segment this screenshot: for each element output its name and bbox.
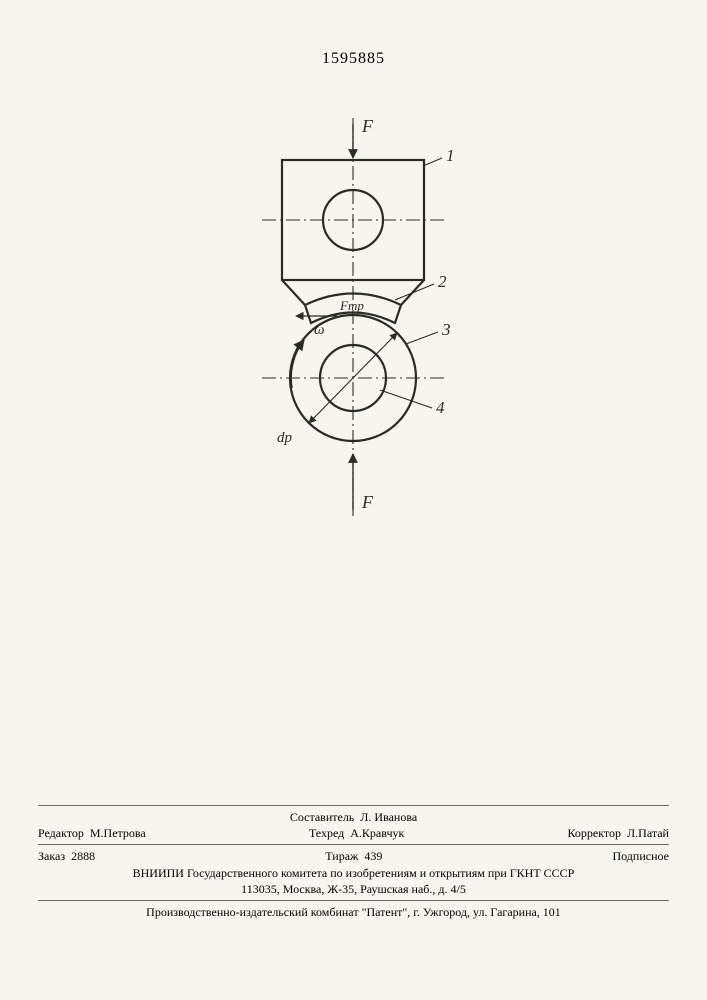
label-force-bottom: F [361,492,374,512]
org-line-2: 113035, Москва, Ж-35, Раушская наб., д. … [38,881,669,897]
editor-name: М.Петрова [90,826,146,840]
editor-label: Редактор [38,826,84,840]
printer-line: Производственно-издательский комбинат "П… [38,904,669,920]
order-no: 2888 [71,849,95,863]
order-label: Заказ [38,849,65,863]
label-force-top: F [361,116,374,136]
corrector-name: Л.Патай [627,826,669,840]
label-omega: ω [314,322,325,338]
label-ftr: Fтр [339,298,364,313]
diagram: F Fтр ω dр [0,110,707,540]
label-dp: dр [277,430,293,446]
compiler-label: Составитель [290,810,354,824]
techred-name: А.Кравчук [350,826,404,840]
footer: Составитель Л. Иванова Редактор М.Петров… [38,802,669,920]
compiler-name: Л. Иванова [360,810,417,824]
podpisnoe: Подписное [612,848,669,864]
label-part-1: 1 [446,146,455,165]
label-part-2: 2 [438,272,447,291]
tirazh-no: 439 [364,849,382,863]
org-line-1: ВНИИПИ Государственного комитета по изоб… [38,865,669,881]
techred-label: Техред [309,826,344,840]
patent-number: 1595885 [0,50,707,68]
label-part-4: 4 [436,398,445,417]
label-part-3: 3 [441,320,451,339]
corrector-label: Корректор [568,826,622,840]
tirazh-label: Тираж [325,849,358,863]
